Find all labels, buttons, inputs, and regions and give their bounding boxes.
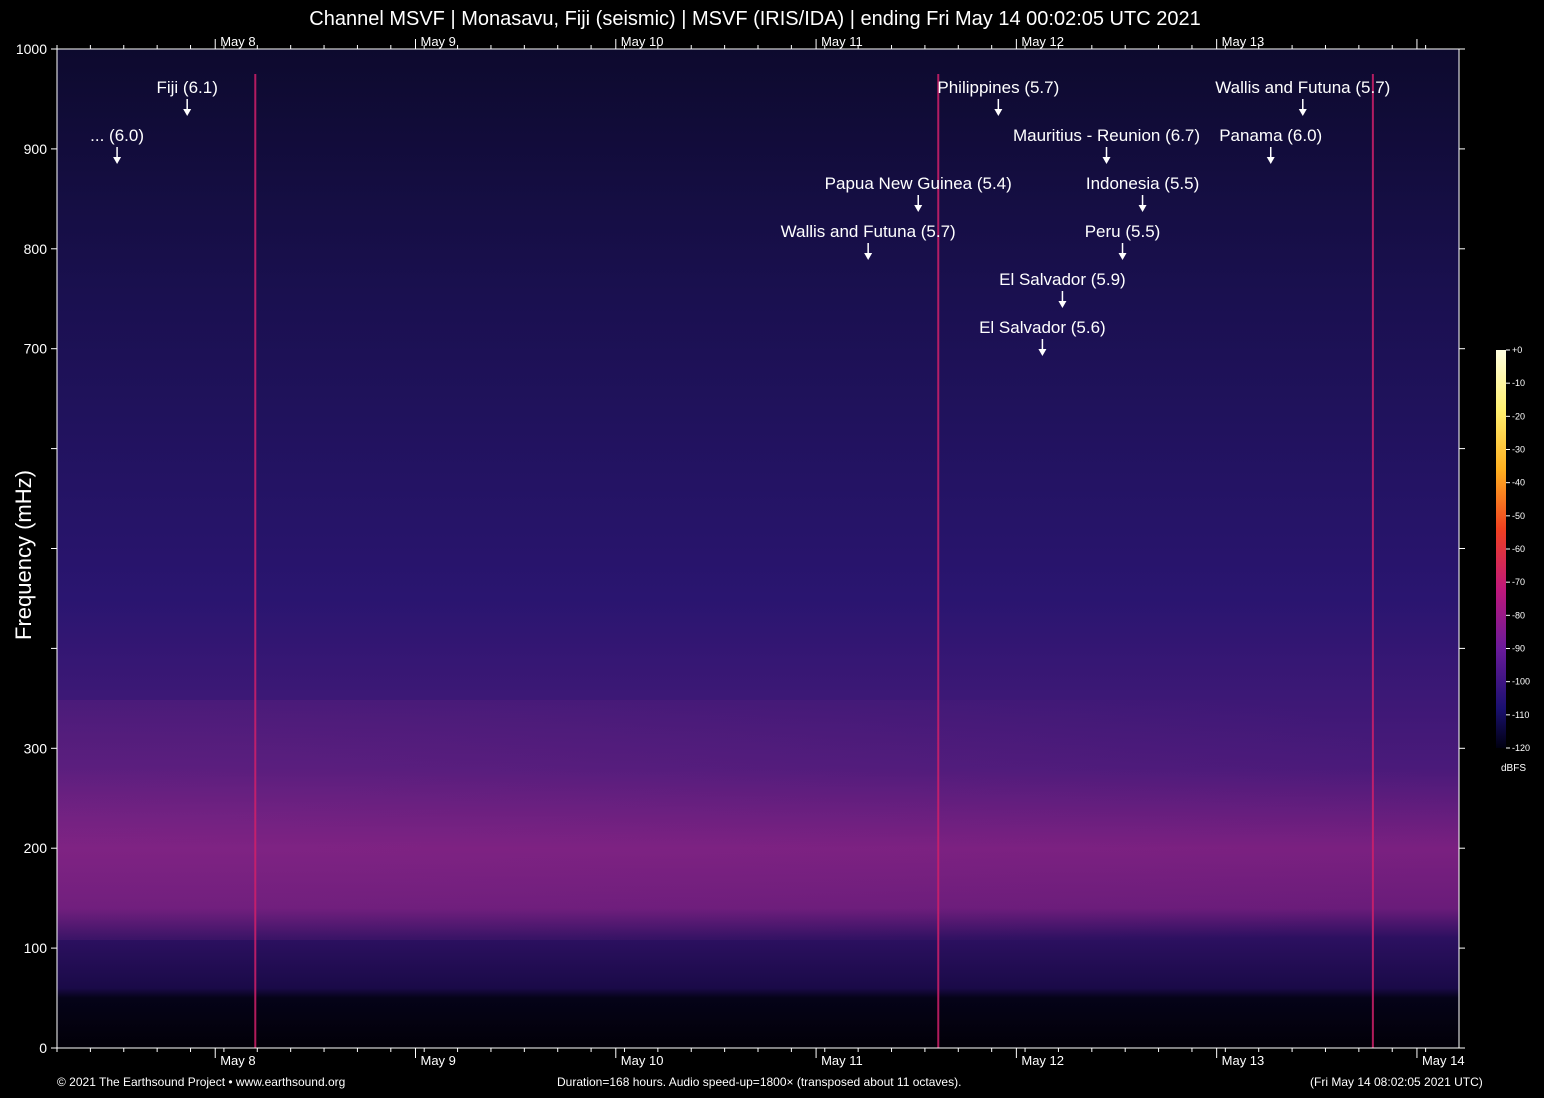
y-tick-label: 200 xyxy=(24,840,48,856)
annotation-arrow-head xyxy=(1058,301,1067,308)
x-tick-label-top: May 9 xyxy=(421,34,456,49)
annotation-label: Mauritius - Reunion (6.7) xyxy=(1013,126,1200,145)
annotation-arrow-head xyxy=(113,157,122,164)
annotation-label: Wallis and Futuna (5.7) xyxy=(781,222,956,241)
colorbar-tick-label: -90 xyxy=(1512,644,1525,654)
annotation-arrow-head xyxy=(914,205,923,212)
annotation-label: Peru (5.5) xyxy=(1085,222,1161,241)
colorbar-tick-label: -50 xyxy=(1512,511,1525,521)
x-tick-label: May 13 xyxy=(1222,1053,1265,1068)
x-tick-label: May 10 xyxy=(621,1053,664,1068)
colorbar-tick-label: -30 xyxy=(1512,445,1525,455)
colorbar-tick-label: -40 xyxy=(1512,478,1525,488)
x-tick-label-top: May 8 xyxy=(220,34,255,49)
colorbar-tick-label: -20 xyxy=(1512,411,1525,421)
y-tick-label: 1000 xyxy=(16,41,47,57)
x-tick-label: May 11 xyxy=(821,1053,863,1068)
y-axis-label: Frequency (mHz) xyxy=(11,470,36,640)
annotation-label: Papua New Guinea (5.4) xyxy=(825,174,1012,193)
y-tick-label: 800 xyxy=(24,241,48,257)
spectrogram-glow xyxy=(57,700,1459,940)
annotation-label: El Salvador (5.9) xyxy=(999,270,1126,289)
annotation-arrow-head xyxy=(994,109,1003,116)
annotation-arrow-head xyxy=(1102,157,1111,164)
x-tick-label-top: May 10 xyxy=(621,34,664,49)
colorbar-tick-label: -110 xyxy=(1512,710,1529,720)
annotation-arrow-head xyxy=(183,109,192,116)
footer-copyright: © 2021 The Earthsound Project • www.eart… xyxy=(57,1075,346,1089)
colorbar-unit-label: dBFS xyxy=(1501,763,1526,774)
annotation-arrow-head xyxy=(1298,109,1307,116)
x-tick-label-top: May 11 xyxy=(821,34,863,49)
annotation-label: Indonesia (5.5) xyxy=(1086,174,1199,193)
annotation-arrow-head xyxy=(1038,349,1047,356)
x-tick-label: May 12 xyxy=(1021,1053,1064,1068)
colorbar-tick-label: +0 xyxy=(1512,345,1522,355)
colorbar-tick-label: -80 xyxy=(1512,610,1525,620)
annotation-label: Fiji (6.1) xyxy=(156,78,217,97)
colorbar-tick-label: -60 xyxy=(1512,544,1525,554)
colorbar-tick-label: -120 xyxy=(1512,743,1530,753)
y-tick-label: 700 xyxy=(24,341,48,357)
y-tick-label: 0 xyxy=(39,1040,47,1056)
x-tick-label-top: May 12 xyxy=(1021,34,1064,49)
y-tick-label: 100 xyxy=(24,940,48,956)
annotation-label: Panama (6.0) xyxy=(1219,126,1322,145)
footer-local-time: (Fri May 14 08:02:05 2021 UTC) xyxy=(1310,1075,1483,1089)
colorbar-scale xyxy=(1496,350,1506,748)
x-tick-label: May 14 xyxy=(1422,1053,1465,1068)
chart-title: Channel MSVF | Monasavu, Fiji (seismic) … xyxy=(309,8,1201,30)
y-tick-label: 900 xyxy=(24,141,48,157)
annotation-label: El Salvador (5.6) xyxy=(979,318,1106,337)
annotation-label: ... (6.0) xyxy=(90,126,144,145)
y-tick-label: 300 xyxy=(24,740,48,756)
x-tick-label: May 9 xyxy=(421,1053,456,1068)
annotation-arrow-head xyxy=(864,253,873,260)
annotation-arrow-head xyxy=(1118,253,1127,260)
x-tick-label-top: May 13 xyxy=(1222,34,1265,49)
colorbar-tick-label: -100 xyxy=(1512,677,1530,687)
x-tick-label: May 8 xyxy=(220,1053,255,1068)
annotation-arrow-head xyxy=(1266,157,1275,164)
colorbar-tick-label: -10 xyxy=(1512,378,1525,388)
colorbar-tick-label: -70 xyxy=(1512,577,1525,587)
footer-duration: Duration=168 hours. Audio speed-up=1800×… xyxy=(557,1075,962,1089)
annotation-label: Wallis and Futuna (5.7) xyxy=(1215,78,1390,97)
annotation-arrow-head xyxy=(1138,205,1147,212)
annotation-label: Philippines (5.7) xyxy=(937,78,1059,97)
